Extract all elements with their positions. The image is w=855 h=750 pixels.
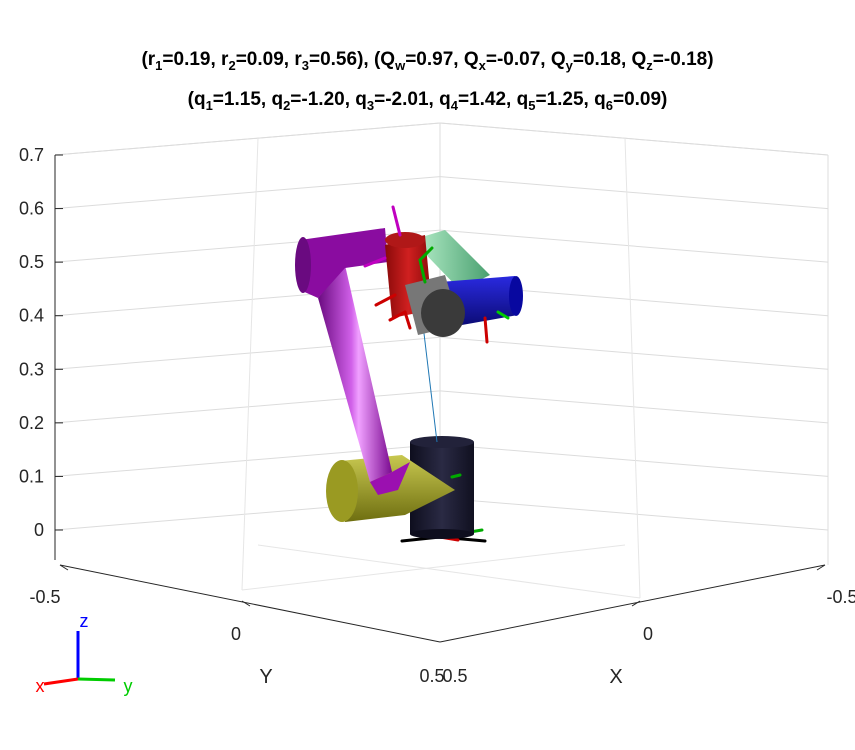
- z-gridline: [54, 336, 441, 370]
- triad-x-axis: [43, 677, 79, 686]
- z-gridline: [439, 229, 829, 263]
- z-gridline: [439, 122, 829, 156]
- z-gridline: [439, 443, 829, 477]
- x-tick-label: -0.5: [826, 587, 855, 607]
- z-tick-label: 0.2: [19, 413, 44, 433]
- z-tick-label: 0.7: [19, 145, 44, 165]
- y-tick-label: 0.5: [419, 666, 444, 686]
- triad-y-label: y: [124, 676, 133, 696]
- z-tick-label: 0.3: [19, 359, 44, 379]
- upper-arm-link: [295, 228, 410, 495]
- axes-floor: [54, 155, 826, 643]
- z-gridline: [439, 336, 829, 370]
- joint-frame-axes: [363, 205, 510, 479]
- robot-model: [295, 205, 523, 543]
- x-axis-ticks: 0.5 0 -0.5 X: [442, 564, 855, 688]
- triad-z-label: z: [80, 611, 89, 631]
- title-line-joints: (q1=1.15, q2=-1.20, q3=-2.01, q4=1.42, q…: [187, 89, 668, 113]
- z-tick-label: 0.5: [19, 252, 44, 272]
- x-tick-label: 0: [643, 624, 653, 644]
- z-gridline: [54, 176, 441, 210]
- z-tick-label: 0.6: [19, 199, 44, 219]
- forearm-link: [412, 230, 490, 290]
- end-effector-link: [405, 275, 465, 337]
- z-tick-label: 0: [34, 520, 44, 540]
- y-axis-ticks: -0.5 0 0.5 Y: [29, 564, 445, 688]
- chart-title: (r1=0.19, r2=0.09, r3=0.56), (Qw=0.97, Q…: [0, 40, 855, 120]
- x-tick-label: 0.5: [442, 666, 467, 686]
- y-tick-label: -0.5: [29, 587, 60, 607]
- z-axis-ticks: 0.7 0.6 0.5 0.4 0.3 0.2 0.1 0: [19, 145, 63, 540]
- z-tick-label: 0.4: [19, 306, 44, 326]
- z-gridline: [54, 390, 441, 424]
- y-axis-label: Y: [259, 666, 272, 688]
- triad-y-axis: [77, 677, 116, 682]
- z-gridline: [439, 176, 829, 210]
- z-tick-label: 0.1: [19, 466, 44, 486]
- z-gridline: [439, 497, 829, 531]
- z-gridline: [54, 283, 441, 317]
- x-axis-label: X: [609, 666, 622, 688]
- title-line-pose: (r1=0.19, r2=0.09, r3=0.56), (Qw=0.97, Q…: [141, 49, 714, 73]
- z-gridline: [54, 122, 441, 156]
- triad-x-label: x: [36, 676, 45, 696]
- orientation-triad: z y x: [36, 611, 133, 696]
- y-tick-label: 0: [231, 624, 241, 644]
